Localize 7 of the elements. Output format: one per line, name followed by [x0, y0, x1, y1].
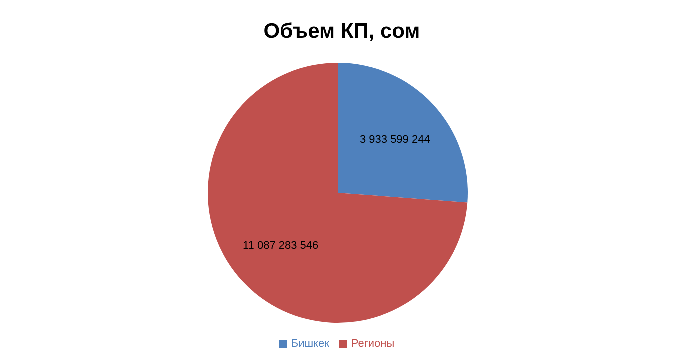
pie-slice [338, 63, 468, 203]
pie-slice [208, 63, 468, 323]
legend-label: Бишкек [291, 338, 330, 350]
data-label: 3 933 599 244 [360, 134, 430, 146]
legend-label: Регионы [351, 338, 395, 350]
data-label: 11 087 283 546 [243, 240, 319, 252]
chart-title: Объем КП, сом [262, 20, 422, 44]
